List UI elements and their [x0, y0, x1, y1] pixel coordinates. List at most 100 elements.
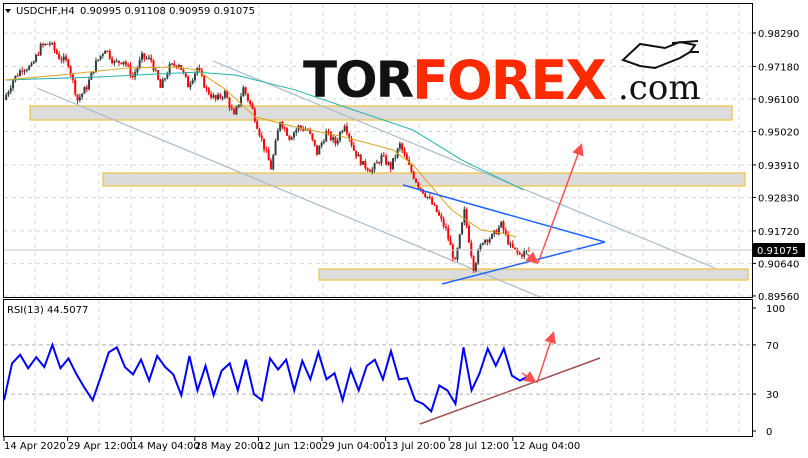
- rsi-grid: [4, 300, 752, 436]
- triangle-lower-line[interactable]: [441, 241, 606, 285]
- candle-body: [484, 239, 487, 243]
- candle-body: [134, 72, 137, 77]
- candle-body: [83, 87, 86, 94]
- triangle-upper-line[interactable]: [402, 184, 606, 243]
- triangle-down-icon[interactable]: [5, 9, 11, 13]
- time-tick-label: 13 Jul 20:00: [386, 441, 446, 452]
- candle-body: [168, 63, 171, 75]
- candle-body: [442, 218, 445, 227]
- candle-body: [76, 94, 79, 101]
- rsi-trendline[interactable]: [419, 357, 601, 425]
- candle-body: [371, 169, 374, 172]
- candle-body: [491, 234, 494, 239]
- candle-body: [117, 60, 120, 63]
- rsi-label: RSI(13) 44.5077: [7, 305, 88, 316]
- channel-lower-line[interactable]: [36, 87, 541, 298]
- support-zone[interactable]: [318, 268, 749, 281]
- candle-body: [348, 133, 351, 139]
- candle-body: [129, 65, 132, 76]
- time-tick-label: 28 May 20:00: [195, 441, 264, 452]
- candle-body: [263, 138, 266, 150]
- rsi-arrow-down[interactable]: [521, 371, 537, 383]
- candle-body: [362, 161, 365, 165]
- forecast-arrow-down[interactable]: [525, 251, 539, 264]
- candle-body: [292, 132, 295, 138]
- candle-body: [486, 239, 489, 243]
- channel-upper-line[interactable]: [212, 60, 716, 269]
- candle-body: [35, 54, 38, 62]
- candle-body: [394, 157, 397, 159]
- candle-body: [99, 55, 102, 60]
- candle-body: [433, 204, 436, 206]
- candle-body: [295, 129, 298, 133]
- candle-body: [274, 140, 277, 155]
- candle-body: [345, 126, 348, 134]
- candle-body: [258, 128, 261, 136]
- candle-body: [523, 251, 526, 257]
- candle-body: [279, 121, 282, 131]
- candle-body: [46, 43, 49, 45]
- candle-body: [456, 248, 459, 260]
- rsi-tick-label: 0: [766, 427, 772, 438]
- zones[interactable]: [29, 105, 749, 281]
- forecast-arrow-up[interactable]: [537, 143, 584, 264]
- candle-body: [175, 65, 178, 68]
- candle-body: [398, 143, 401, 149]
- candle-body: [138, 59, 141, 68]
- ma-fast-line: [4, 66, 517, 238]
- candle-body: [458, 234, 461, 249]
- candle-body: [316, 145, 319, 155]
- candle-body: [97, 59, 100, 61]
- candle-body: [325, 131, 328, 142]
- candle-body: [81, 93, 84, 97]
- candle-body: [359, 154, 362, 165]
- candle-body: [368, 170, 371, 172]
- candle-body: [237, 104, 240, 107]
- candle-body: [150, 57, 153, 61]
- price-tick-label: 0.96100: [758, 95, 799, 106]
- rsi-tick-label: 70: [766, 341, 779, 352]
- rsi-line: [3, 341, 529, 414]
- candle-body: [401, 143, 404, 151]
- candle-body: [74, 79, 77, 95]
- candle-body: [92, 72, 95, 74]
- candle-body: [426, 196, 429, 198]
- candle-body: [233, 109, 236, 115]
- candle-body: [479, 244, 482, 251]
- time-tick-label: 12 Aug 04:00: [513, 441, 580, 452]
- candle-body: [313, 139, 316, 146]
- candle-body: [65, 56, 68, 60]
- candle-body: [318, 146, 321, 155]
- time-tick-label: 28 Jul 12:00: [449, 441, 509, 452]
- candle-body: [272, 154, 275, 170]
- candle-body: [454, 257, 457, 260]
- resistance-zone-2[interactable]: [102, 172, 746, 187]
- candle-body: [477, 250, 480, 264]
- candle-body: [387, 162, 390, 165]
- candle-body: [58, 53, 61, 60]
- candle-body: [309, 130, 312, 134]
- candle-body: [108, 50, 111, 59]
- candle-body: [380, 155, 383, 164]
- candle-body: [447, 228, 450, 240]
- candle-body: [417, 182, 420, 188]
- resistance-zone-1[interactable]: [29, 105, 733, 121]
- candle-body: [141, 53, 144, 60]
- candle-body: [438, 212, 441, 216]
- bull-icon: [621, 40, 699, 70]
- candle-body: [12, 80, 15, 89]
- candle-body: [216, 94, 219, 100]
- candle-body: [527, 250, 530, 252]
- candle-body: [518, 252, 521, 255]
- price-tick-label: 0.89560: [758, 292, 799, 303]
- candle-body: [320, 142, 323, 147]
- candle-body: [143, 53, 146, 59]
- candle-body: [451, 245, 454, 258]
- rsi-arrow-up[interactable]: [536, 331, 556, 384]
- candle-body: [37, 54, 40, 56]
- candle-body: [242, 87, 245, 97]
- candle-body: [265, 149, 268, 151]
- candle-body: [124, 61, 127, 65]
